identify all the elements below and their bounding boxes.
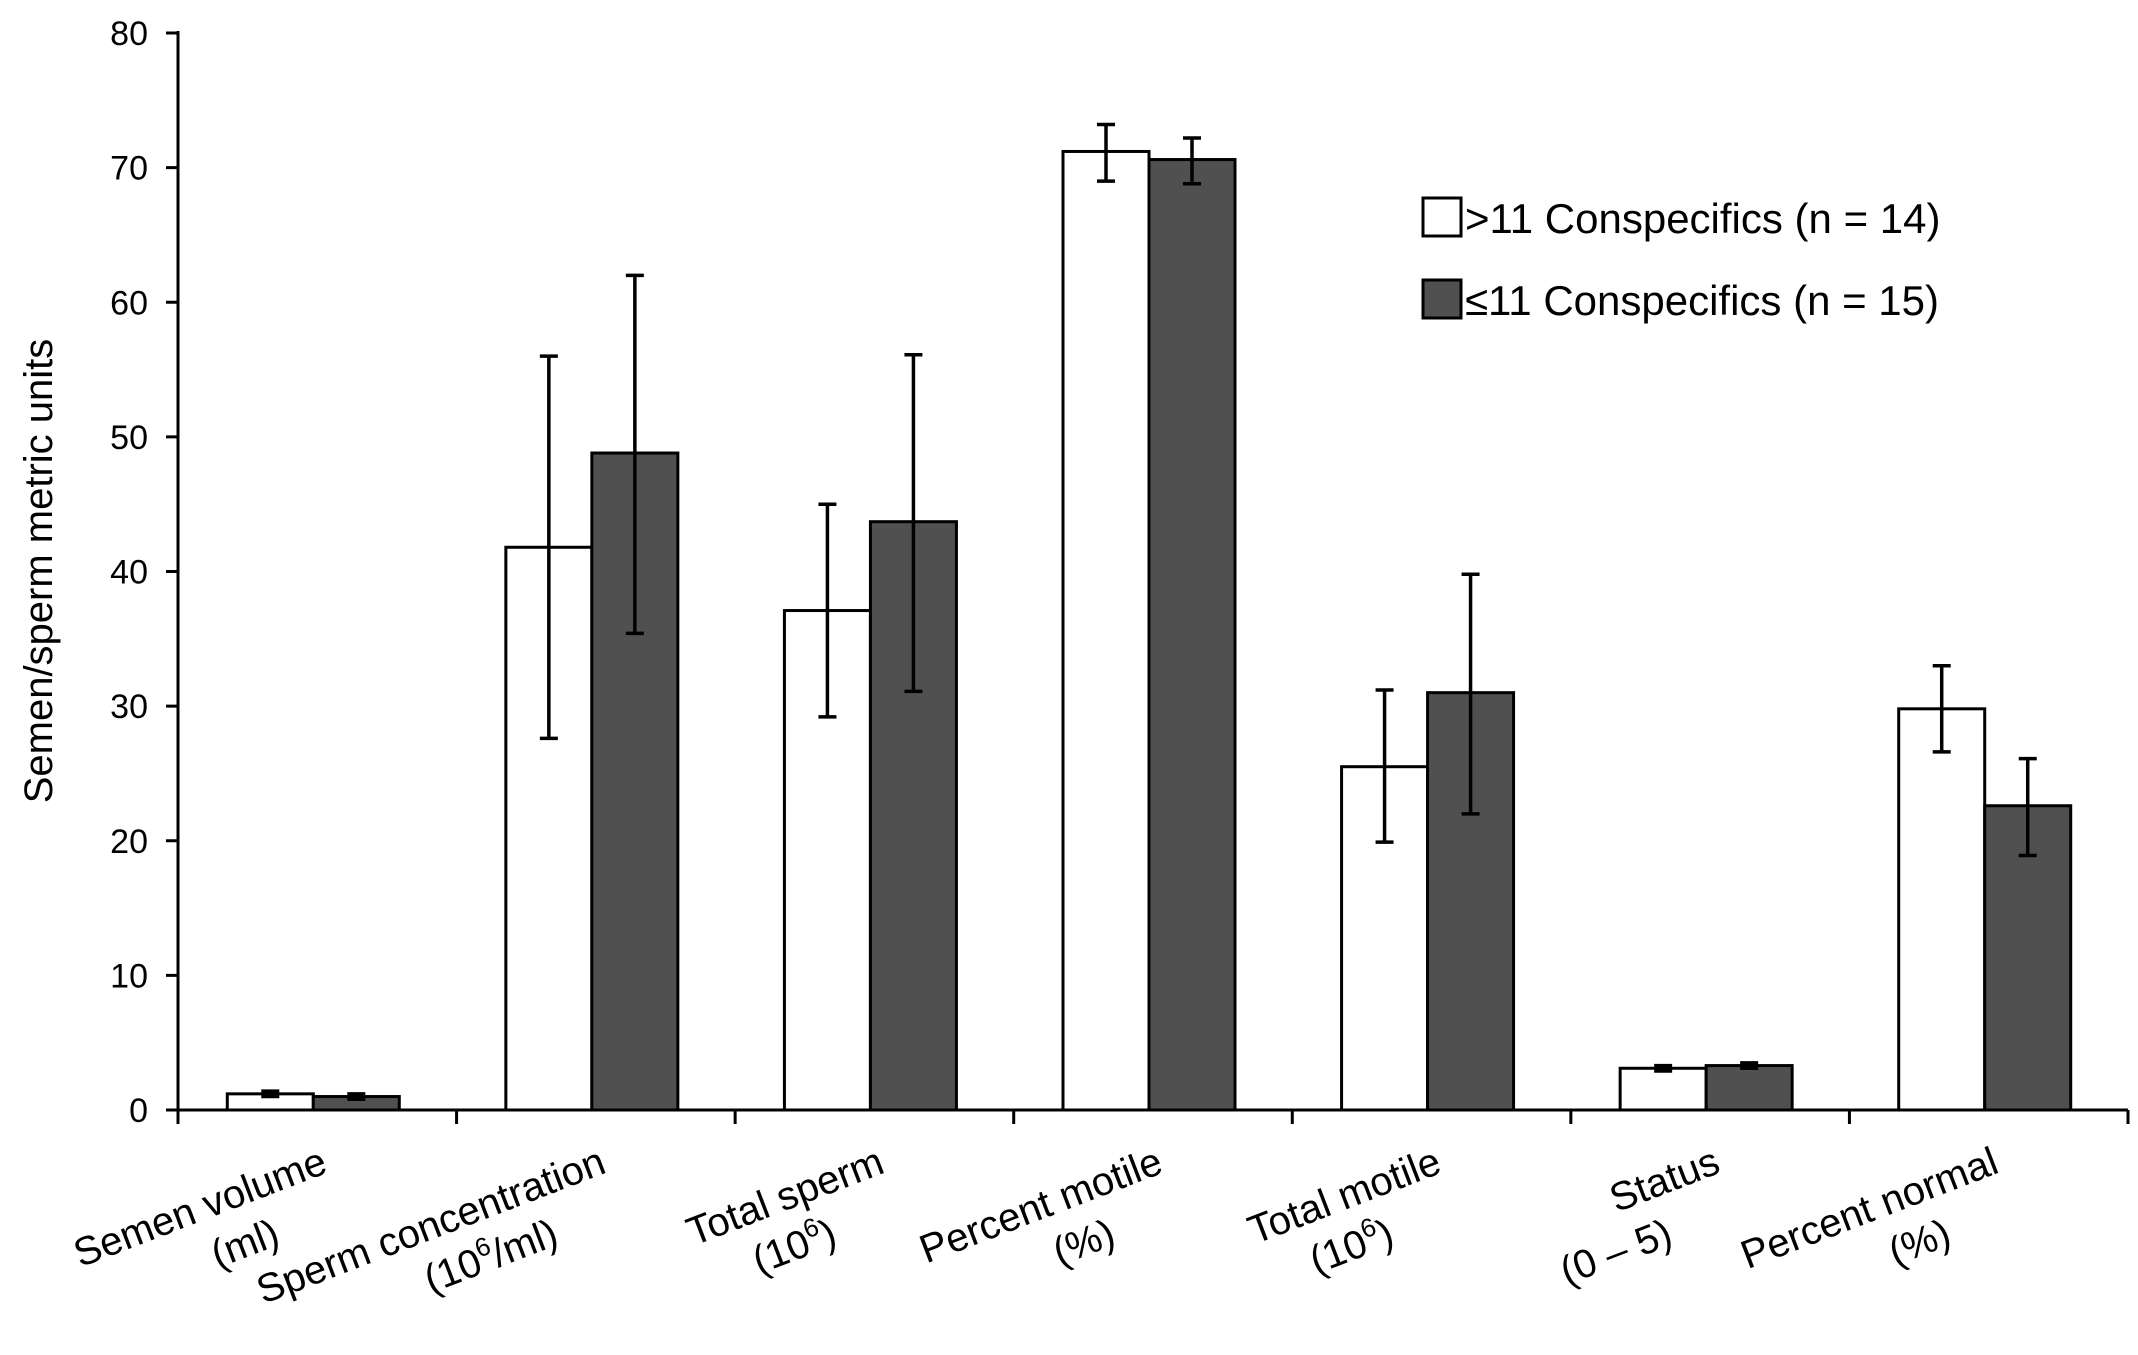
- x-category-label-7: Percent normal(%): [1735, 1139, 2004, 1277]
- error-bar-series-1-category-2: [539, 354, 558, 741]
- legend-swatch-series-1: [1421, 196, 1463, 238]
- bar-series-1-category-7: [1897, 707, 1987, 1112]
- y-tick-label: 30: [110, 688, 148, 726]
- y-ticks: 0 10 20 30 40 50 60 70 80: [110, 15, 178, 1130]
- error-bar-series-1-category-6: [1654, 1063, 1673, 1073]
- legend-label-series-1: >11 Conspecifics (n = 14): [1465, 195, 1940, 242]
- y-tick-label: 60: [110, 284, 148, 322]
- x-category-label-4: Percent motile(%): [914, 1139, 1168, 1274]
- error-bar-series-2-category-3: [904, 353, 923, 694]
- error-bar-series-1-category-1: [261, 1089, 280, 1099]
- x-category-label-5: Total motile(106): [1242, 1139, 1447, 1283]
- error-bars-layer: [261, 122, 2037, 1101]
- legend-swatch-series-2: [1421, 278, 1463, 320]
- error-bar-series-1-category-3: [818, 502, 837, 719]
- y-tick-label: 70: [110, 150, 148, 188]
- error-bar-series-2-category-1: [347, 1092, 366, 1101]
- x-category-label-6: Status(0 – 5): [1554, 1139, 1726, 1294]
- y-tick-label: 10: [110, 957, 148, 995]
- x-category-label-3: Total sperm(106): [681, 1139, 890, 1283]
- bar-series-1-category-4: [1061, 149, 1151, 1112]
- y-axis-title: Semen/sperm metric units: [17, 339, 61, 804]
- y-tick-label: 50: [110, 419, 148, 457]
- y-tick-label: 80: [110, 15, 148, 53]
- legend-label-series-2: ≤11 Conspecifics (n = 15): [1465, 277, 1939, 324]
- x-category-label-line1: Percent normal: [1735, 1139, 2004, 1277]
- bars-layer: [225, 149, 2073, 1112]
- error-bar-series-1-category-5: [1375, 688, 1394, 844]
- error-bar-series-2-category-7: [2018, 756, 2037, 858]
- error-bar-series-2-category-5: [1461, 572, 1480, 816]
- legend: >11 Conspecifics (n = 14) ≤11 Conspecifi…: [1421, 195, 1940, 324]
- label-part: (0 – 5): [1554, 1211, 1678, 1294]
- error-bar-series-2-category-6: [1740, 1061, 1759, 1071]
- x-category-label-line2: (106/ml): [416, 1206, 563, 1302]
- x-category-label-line2: (0 – 5): [1554, 1211, 1678, 1294]
- error-bar-series-2-category-4: [1183, 136, 1201, 186]
- y-tick-label: 20: [110, 823, 148, 861]
- bar-series-2-category-6: [1704, 1064, 1794, 1112]
- x-ticks: [176, 1110, 2130, 1124]
- bar-series-2-category-4: [1147, 158, 1237, 1112]
- x-category-label-line1: Percent motile: [914, 1139, 1168, 1272]
- y-tick-label: 0: [129, 1092, 148, 1130]
- bar-series-1-category-6: [1618, 1066, 1708, 1112]
- error-bar-series-1-category-4: [1097, 122, 1115, 183]
- x-category-label-line1: Status: [1604, 1139, 1726, 1221]
- error-bar-series-1-category-7: [1932, 663, 1951, 754]
- y-tick-label: 40: [110, 554, 148, 592]
- error-bar-series-2-category-2: [625, 273, 644, 636]
- x-category-labels: Semen volume(ml)Sperm concentration(106/…: [68, 1139, 2004, 1312]
